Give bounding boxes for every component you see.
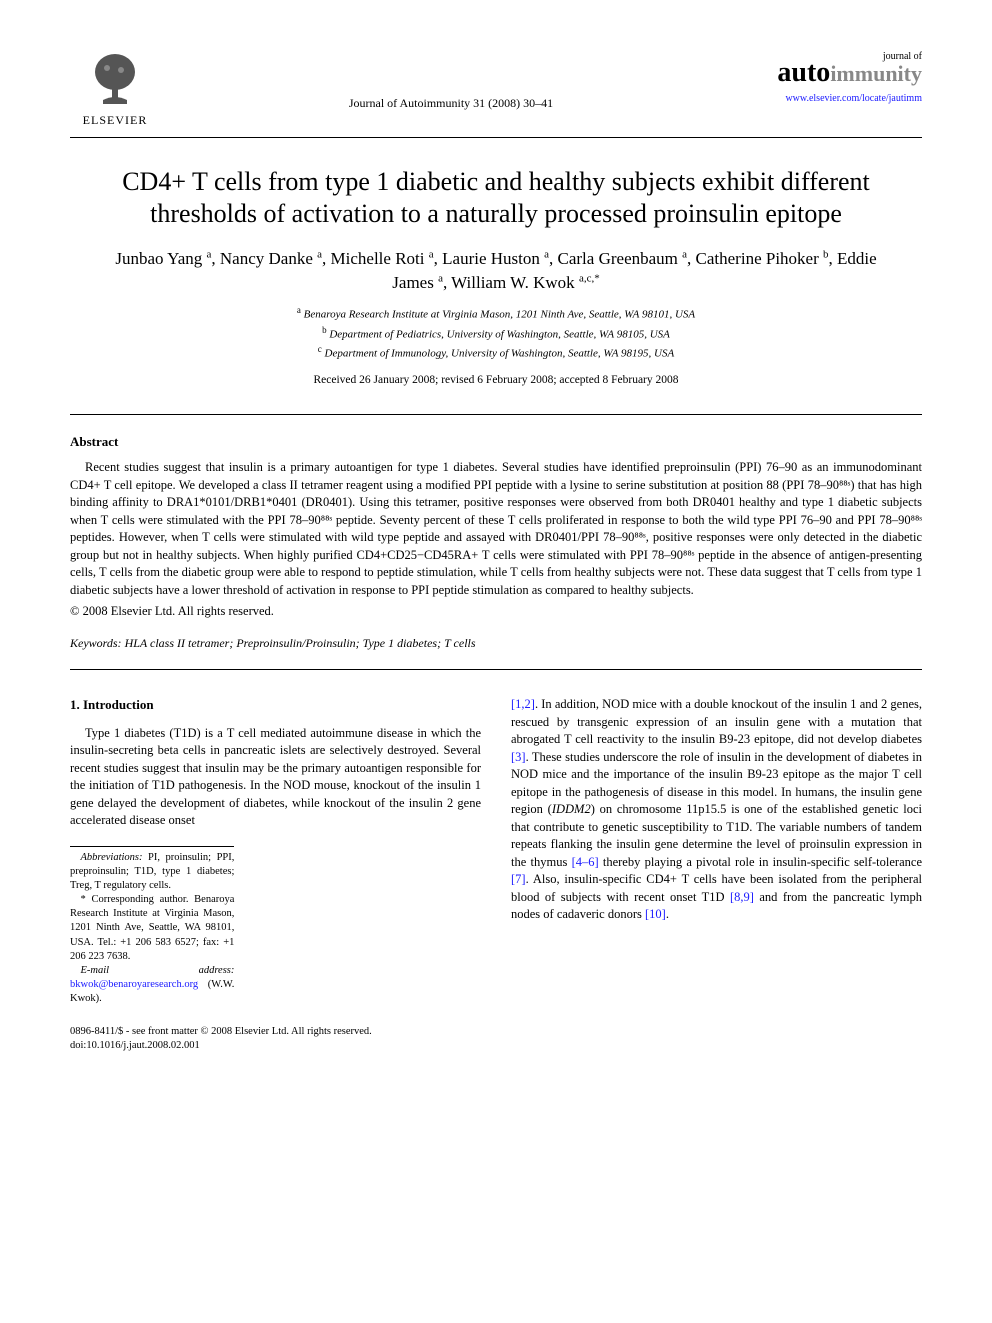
journal-reference: Journal of Autoimmunity 31 (2008) 30–41 [160, 95, 742, 112]
abstract-copyright: © 2008 Elsevier Ltd. All rights reserved… [70, 603, 922, 621]
footnote-email: E-mail address: bkwok@benaroyaresearch.o… [70, 964, 234, 1007]
ref-10[interactable]: [10] [645, 907, 666, 921]
journal-logo: journal of autoimmunity www.elsevier.com… [742, 50, 922, 106]
intro-para-left: Type 1 diabetes (T1D) is a T cell mediat… [70, 725, 481, 830]
footer-meta: 0896-8411/$ - see front matter © 2008 El… [70, 1025, 922, 1053]
ref-4-6[interactable]: [4–6] [572, 855, 599, 869]
header-rule [70, 137, 922, 138]
ref-8-9[interactable]: [8,9] [730, 890, 754, 904]
footer-doi: doi:10.1016/j.jaut.2008.02.001 [70, 1039, 922, 1053]
article-dates: Received 26 January 2008; revised 6 Febr… [70, 372, 922, 388]
abstract-bottom-rule [70, 669, 922, 670]
affiliation-c: c Department of Immunology, University o… [70, 343, 922, 362]
affiliations: a Benaroya Research Institute at Virgini… [70, 304, 922, 361]
elsevier-tree-icon [85, 50, 145, 110]
body-columns: 1. Introduction Type 1 diabetes (T1D) is… [70, 696, 922, 1006]
publisher-logo: ELSEVIER [70, 50, 160, 129]
column-left: 1. Introduction Type 1 diabetes (T1D) is… [70, 696, 481, 1006]
keywords-text: HLA class II tetramer; Preproinsulin/Pro… [125, 636, 476, 650]
ref-1-2[interactable]: [1,2] [511, 697, 535, 711]
abstract-top-rule [70, 414, 922, 415]
keywords-label: Keywords: [70, 636, 122, 650]
ref-3[interactable]: [3] [511, 750, 526, 764]
author-list: Junbao Yang a, Nancy Danke a, Michelle R… [110, 247, 882, 295]
journal-logo-auto: auto [777, 57, 830, 88]
journal-url[interactable]: www.elsevier.com/locate/jautimm [742, 92, 922, 106]
abstract-heading: Abstract [70, 433, 922, 451]
email-link[interactable]: bkwok@benaroyaresearch.org [70, 979, 198, 990]
affiliation-b: b Department of Pediatrics, University o… [70, 324, 922, 343]
footnotes: Abbreviations: PI, proinsulin; PPI, prep… [70, 846, 234, 1007]
intro-para-right: [1,2]. In addition, NOD mice with a doub… [511, 696, 922, 924]
publisher-name: ELSEVIER [83, 112, 148, 129]
abstract-text: Recent studies suggest that insulin is a… [70, 459, 922, 599]
page-header: ELSEVIER Journal of Autoimmunity 31 (200… [70, 50, 922, 129]
affiliation-a: a Benaroya Research Institute at Virgini… [70, 304, 922, 323]
footer-front-matter: 0896-8411/$ - see front matter © 2008 El… [70, 1025, 922, 1039]
footnote-abbrev: Abbreviations: PI, proinsulin; PPI, prep… [70, 851, 234, 894]
keywords: Keywords: HLA class II tetramer; Preproi… [70, 635, 922, 652]
ref-7[interactable]: [7] [511, 872, 526, 886]
introduction-heading: 1. Introduction [70, 696, 481, 714]
journal-logo-immunity: immunity [830, 61, 922, 86]
footnote-corresponding: * Corresponding author. Benaroya Researc… [70, 893, 234, 964]
column-right: [1,2]. In addition, NOD mice with a doub… [511, 696, 922, 1006]
article-title: CD4+ T cells from type 1 diabetic and he… [80, 166, 912, 231]
